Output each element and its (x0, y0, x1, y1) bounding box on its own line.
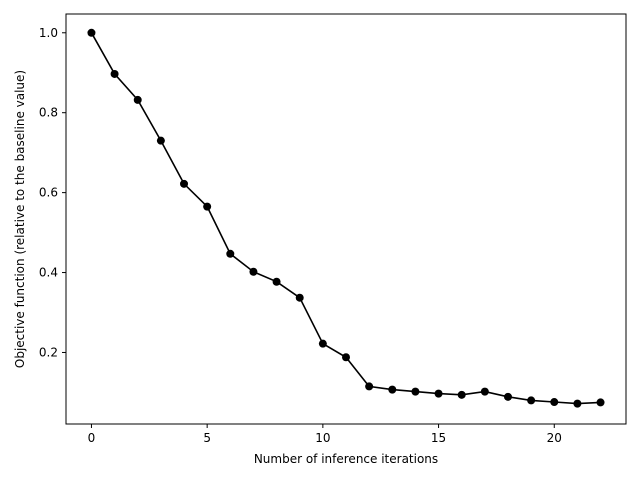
y-tick-label: 0.6 (39, 186, 58, 200)
data-point (87, 28, 96, 37)
x-tick-label: 15 (431, 431, 446, 445)
data-point (434, 389, 443, 398)
plot-frame (65, 13, 627, 425)
data-point (573, 399, 582, 408)
y-axis-label: Objective function (relative to the base… (13, 70, 27, 368)
x-tick-label: 20 (547, 431, 562, 445)
data-point (365, 382, 374, 391)
data-point (156, 136, 165, 145)
y-tick-label: 0.4 (39, 266, 58, 280)
y-tick-label: 0.2 (39, 345, 58, 359)
data-point (272, 277, 281, 286)
data-point (480, 387, 489, 396)
data-point (226, 249, 235, 258)
y-tick-label: 1.0 (39, 26, 58, 40)
data-point (318, 339, 327, 348)
data-point (295, 293, 304, 302)
x-tick-label: 0 (88, 431, 96, 445)
data-point (550, 398, 559, 407)
data-point (411, 387, 420, 396)
data-point (388, 385, 397, 394)
data-point (203, 202, 212, 211)
data-point (342, 353, 350, 362)
data-point (527, 396, 536, 405)
series-layer (87, 28, 605, 408)
data-point (110, 69, 119, 78)
x-axis-label: Number of inference iterations (254, 452, 438, 466)
x-tick-label: 5 (203, 431, 211, 445)
axis-ticks: 0 5 10 15 20 0.2 0.4 0.6 0.8 1.0 (39, 26, 562, 445)
data-point (180, 179, 189, 188)
x-tick-label: 10 (315, 431, 330, 445)
data-point (596, 398, 605, 407)
data-point (133, 95, 142, 104)
data-point (457, 390, 466, 399)
data-point (503, 392, 512, 401)
y-tick-label: 0.8 (39, 106, 58, 120)
data-point (249, 267, 258, 276)
